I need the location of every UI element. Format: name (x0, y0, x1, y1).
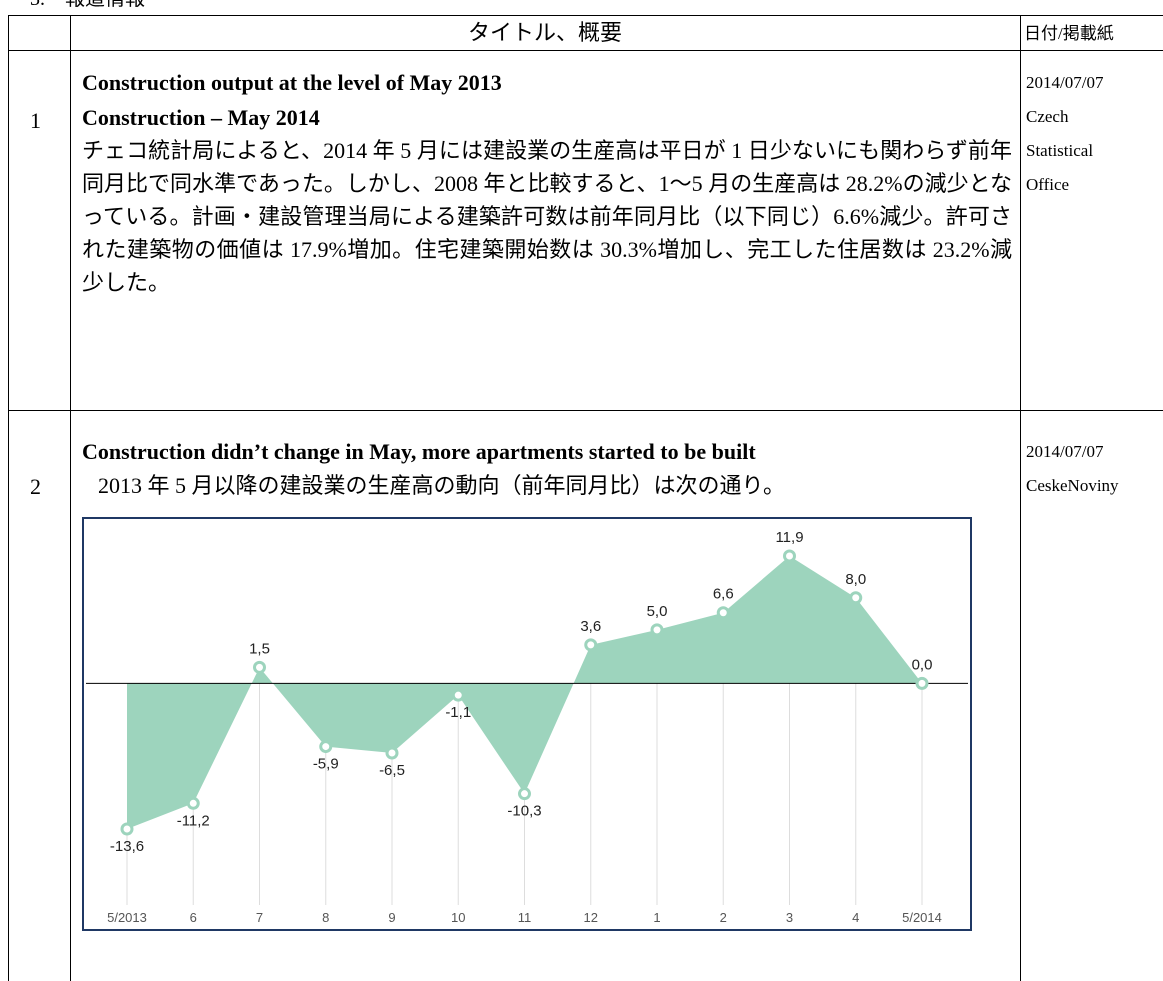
marker (718, 608, 728, 618)
value-label: -6,5 (379, 762, 405, 779)
value-label: 6,6 (713, 586, 734, 603)
border (8, 410, 1163, 411)
value-label: -10,3 (507, 803, 541, 820)
marker (255, 662, 265, 672)
x-tick-label: 12 (584, 910, 598, 925)
section-title: 3. 報道情報 (30, 0, 145, 16)
border (1020, 15, 1021, 981)
value-label: 0,0 (912, 656, 933, 673)
marker (387, 748, 397, 758)
row-summary: チェコ統計局によると、2014 年 5 月には建設業の生産高は平日が 1 日少な… (82, 134, 1012, 299)
x-tick-label: 2 (720, 910, 727, 925)
value-label: -13,6 (110, 838, 144, 855)
x-tick-label: 1 (653, 910, 660, 925)
x-tick-label: 3 (786, 910, 793, 925)
value-label: 1,5 (249, 640, 270, 657)
x-tick-label: 7 (256, 910, 263, 925)
row-date: 2014/07/07 (1026, 66, 1121, 100)
marker (321, 742, 331, 752)
x-tick-label: 5/2014 (902, 910, 942, 925)
row-date: 2014/07/07 (1026, 435, 1121, 469)
row-source: Czech Statistical Office (1026, 100, 1121, 202)
marker (851, 593, 861, 603)
value-label: -1,1 (445, 704, 471, 721)
row-title: Construction didn’t change in May, more … (82, 435, 756, 469)
x-tick-label: 9 (388, 910, 395, 925)
value-label: -11,2 (177, 812, 210, 829)
x-tick-label: 11 (518, 910, 532, 925)
marker (520, 789, 530, 799)
marker (122, 824, 132, 834)
value-label: 3,6 (580, 618, 601, 635)
x-tick-label: 10 (451, 910, 465, 925)
row-number: 1 (30, 104, 41, 138)
value-label: 5,0 (647, 603, 668, 620)
x-tick-label: 6 (190, 910, 197, 925)
column-header: タイトル、概要 (70, 16, 1020, 50)
border (8, 15, 9, 981)
marker (586, 640, 596, 650)
marker (188, 798, 198, 808)
marker (785, 551, 795, 561)
value-label: -5,9 (313, 756, 339, 773)
row-summary: 2013 年 5 月以降の建設業の生産高の動向（前年同月比）は次の通り。 (98, 469, 785, 503)
row-number: 2 (30, 470, 41, 504)
column-header: 日付/掲載紙 (1024, 17, 1114, 51)
marker (453, 690, 463, 700)
value-label: 11,9 (775, 529, 803, 546)
row-source: CeskeNoviny (1026, 469, 1121, 503)
x-tick-label: 4 (852, 910, 859, 925)
row-title: Construction – May 2014 (82, 101, 320, 135)
value-label: 8,0 (845, 571, 866, 588)
x-tick-label: 5/2013 (107, 910, 147, 925)
border (8, 50, 1163, 51)
marker (652, 625, 662, 635)
border (70, 15, 71, 981)
marker (917, 678, 927, 688)
x-tick-label: 8 (322, 910, 329, 925)
row-title: Construction output at the level of May … (82, 66, 502, 100)
page: 3. 報道情報 タイトル、概要 日付/掲載紙 1 Construction ou… (0, 0, 1163, 981)
